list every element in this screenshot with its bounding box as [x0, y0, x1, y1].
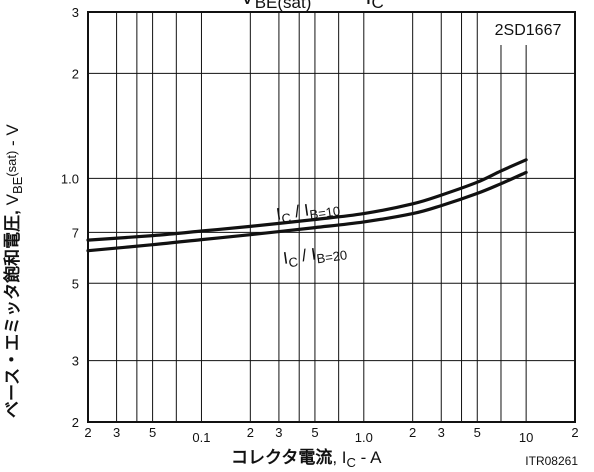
s2-sep: / [296, 245, 313, 266]
s1-a-sub: C [281, 210, 292, 226]
y-axis-title-unit: - V [3, 124, 22, 151]
y-tick-labels: 2 3 5 7 1.0 2 3 [61, 5, 79, 430]
x-tick-label: 2 [84, 425, 91, 440]
x-axis-title-jp: コレクタ電流 [231, 447, 332, 467]
chart-title: VBE(sat) — IC [240, 0, 384, 12]
s1-b: I [303, 201, 310, 220]
s1-sep: / [289, 201, 306, 222]
x-tick-label: 10 [519, 430, 533, 445]
device-label-box [484, 13, 574, 45]
y-tick-label: 1.0 [61, 171, 79, 186]
title-rhs: I [365, 0, 371, 9]
title-main-sub: BE [255, 0, 278, 12]
x-tick-label: 3 [113, 425, 120, 440]
y-axis-title-paren: (sat) [4, 151, 19, 177]
title-rhs-sub: C [372, 0, 384, 12]
y-axis-title-sym: V [3, 193, 22, 205]
s1-a: I [275, 204, 282, 223]
series-line-ib20 [86, 170, 528, 253]
series-label-ib20: IC / IB=20 [282, 240, 348, 271]
curves [86, 158, 528, 253]
title-dash: — [327, 0, 349, 9]
y-axis-title-jp: ベース・エミッタ飽和電圧, [2, 210, 22, 418]
s2-a-sub: C [288, 254, 299, 270]
x-tick-label: 3 [275, 425, 282, 440]
grid [88, 12, 575, 422]
y-tick-label: 3 [72, 5, 79, 20]
title-main-paren: (sat) [277, 0, 311, 12]
x-tick-label: 2 [247, 425, 254, 440]
title-main: V [240, 0, 255, 9]
s1-tail: =10 [317, 203, 341, 221]
s2-tail: =20 [324, 247, 348, 265]
series-line-ib10 [86, 158, 528, 242]
y-tick-label: 7 [72, 225, 79, 240]
x-tick-label: 2 [571, 425, 578, 440]
x-axis-title-comma: , [332, 448, 341, 467]
s2-b: I [310, 245, 317, 264]
y-tick-label: 2 [72, 415, 79, 430]
x-tick-labels: 2 3 5 0.1 2 3 5 1.0 2 3 5 10 2 [84, 425, 578, 445]
plot-frame [87, 11, 576, 423]
y-tick-label: 2 [72, 66, 79, 81]
device-label: 2SD1667 [495, 22, 562, 39]
s2-a: I [282, 248, 289, 267]
figure-code: ITR08261 [525, 454, 578, 468]
x-tick-label: 3 [438, 425, 445, 440]
s2-b-sub: B [316, 250, 327, 266]
x-axis-title-sub: C [347, 455, 356, 470]
x-tick-label: 5 [149, 425, 156, 440]
s1-b-sub: B [309, 206, 320, 222]
x-tick-label: 2 [409, 425, 416, 440]
x-tick-label: 5 [311, 425, 318, 440]
y-axis-title-sub: BE [10, 176, 25, 194]
x-axis-title-sym: I [342, 448, 347, 467]
series-label-ib10: IC / IB=10 [275, 196, 341, 227]
x-tick-label: 0.1 [192, 430, 210, 445]
x-axis-title-unit: - A [356, 448, 382, 467]
y-tick-label: 5 [72, 276, 79, 291]
x-axis-title: コレクタ電流, IC - A [231, 447, 382, 470]
y-axis-title: ベース・エミッタ飽和電圧, VBE(sat) - V [2, 124, 25, 418]
x-tick-label: 1.0 [355, 430, 373, 445]
y-tick-label: 3 [72, 354, 79, 369]
x-tick-label: 5 [474, 425, 481, 440]
